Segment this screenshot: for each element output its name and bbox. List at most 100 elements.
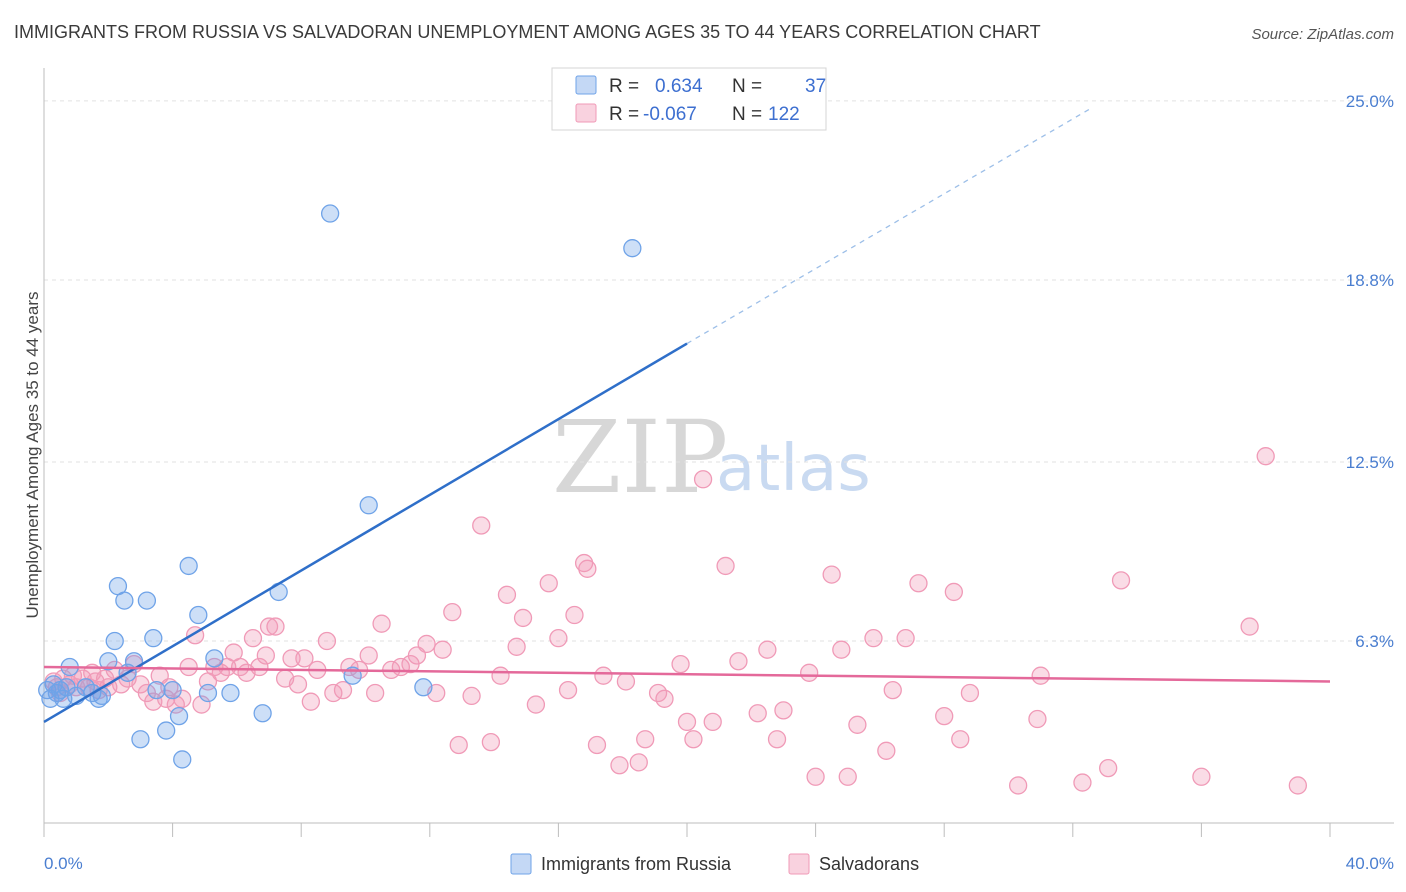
y-tick-label: 18.8% <box>1346 271 1394 290</box>
salvadoran-point <box>671 654 690 674</box>
russia-point <box>157 721 176 740</box>
salvadoran-point <box>359 646 378 665</box>
russia-swatch <box>575 75 597 95</box>
salvadoran-point <box>636 730 655 749</box>
russia-point <box>131 730 150 749</box>
salvadoran-point <box>333 680 353 700</box>
russia-point <box>221 683 240 703</box>
salvadoran-point <box>256 646 275 665</box>
salvadoran-point <box>822 565 841 584</box>
salvadoran-point <box>317 631 337 651</box>
salvadoran-swatch <box>575 103 597 123</box>
salvadoran-point <box>610 756 629 775</box>
salvadoran-point <box>433 640 452 659</box>
salvadoran-point <box>1031 666 1050 685</box>
salvadoran-point <box>758 640 777 659</box>
russia-point <box>105 631 124 651</box>
salvadoran-point <box>693 470 713 489</box>
y-tick-label: 25.0% <box>1346 92 1394 111</box>
russia-point <box>198 683 218 703</box>
russia-point <box>137 591 157 610</box>
salvadoran-point <box>295 649 314 668</box>
salvadoran-point <box>565 605 584 625</box>
salvadoran-trend-line <box>43 665 1331 683</box>
russia-trend-extension <box>686 108 1090 345</box>
salvadoran-point <box>767 730 787 749</box>
salvadoran-point <box>594 666 613 685</box>
salvadoran-point <box>1028 709 1047 729</box>
stats-legend-box <box>551 67 827 131</box>
salvadoran-point <box>716 556 735 576</box>
salvadoran-point <box>365 683 385 703</box>
salvadoran-point <box>703 712 722 732</box>
salvadoran-point <box>266 617 285 636</box>
salvadoran-point <box>883 680 902 700</box>
salvadoran-point <box>1008 776 1028 795</box>
salvadoran-point <box>497 585 517 604</box>
russia-point <box>115 591 134 610</box>
russia-n-value: 37 <box>805 76 826 97</box>
russia-point <box>169 706 189 726</box>
salvadoran-point <box>832 640 851 659</box>
salvadoran-point <box>1111 571 1131 590</box>
salvadoran-point <box>944 582 963 602</box>
russia-point <box>163 680 182 700</box>
russia-point <box>359 496 378 515</box>
legend-russia-swatch <box>510 853 532 875</box>
salvadoran-point <box>800 663 819 682</box>
salvadoran-point <box>774 701 793 720</box>
salvadoran-point <box>288 675 308 694</box>
salvadoran-point <box>1073 773 1092 792</box>
salvadoran-point <box>526 695 546 714</box>
russia-point <box>623 239 642 258</box>
x-tick-labels: 0.0% 40.0% <box>44 854 1394 873</box>
salvadoran-point <box>574 553 594 573</box>
salvadoran-point <box>877 741 896 760</box>
russia-point <box>253 704 272 723</box>
russia-point <box>179 556 198 576</box>
russia-trend-line <box>43 342 688 723</box>
chart-title: IMMIGRANTS FROM RUSSIA VS SALVADORAN UNE… <box>14 22 1041 42</box>
salvadoran-point <box>462 686 481 706</box>
watermark-zip: ZIP <box>552 399 728 516</box>
salvadoran-n-label: N = <box>732 104 762 125</box>
salvadoran-point <box>372 614 391 633</box>
salvadoran-point <box>1256 447 1275 466</box>
russia-point <box>414 678 433 697</box>
y-tick-labels: 6.3% 12.5% 18.8% 25.0% <box>1346 92 1394 651</box>
x-tick-max: 40.0% <box>1346 854 1394 873</box>
salvadoran-point <box>896 628 915 648</box>
russia-point <box>147 680 166 700</box>
salvadoran-point <box>192 695 211 714</box>
russia-r-label: R = <box>609 76 639 97</box>
russia-point <box>189 605 208 625</box>
salvadoran-point <box>578 559 597 578</box>
salvadoran-point <box>909 574 928 593</box>
salvadoran-point <box>513 608 533 628</box>
salvadoran-point <box>1192 767 1211 786</box>
legend-salvadoran-swatch <box>788 853 810 875</box>
salvadoran-point <box>677 712 697 732</box>
watermark-atlas: atlas <box>716 432 871 506</box>
russia-point <box>173 750 192 769</box>
salvadoran-point <box>1099 758 1118 778</box>
y-axis-label: Unemployment Among Ages 35 to 44 years <box>23 292 42 619</box>
salvadoran-point <box>449 735 468 755</box>
salvadoran-point <box>417 634 436 654</box>
zipatlas-watermark: ZIP atlas <box>552 399 871 516</box>
salvadoran-point <box>558 680 578 700</box>
salvadoran-point <box>481 732 501 752</box>
y-tick-label: 6.3% <box>1355 632 1394 651</box>
salvadoran-point <box>472 516 491 535</box>
russia-n-label: N = <box>732 76 762 97</box>
trend-lines <box>43 108 1331 723</box>
x-tick-min: 0.0% <box>44 854 83 873</box>
russia-point <box>99 652 118 671</box>
series-legend: Immigrants from Russia Salvadorans <box>510 853 919 875</box>
y-tick-label: 12.5% <box>1346 453 1394 472</box>
salvadoran-point <box>282 649 301 668</box>
russia-points <box>38 204 642 769</box>
salvadoran-point <box>951 730 970 749</box>
salvadoran-point <box>587 735 607 755</box>
